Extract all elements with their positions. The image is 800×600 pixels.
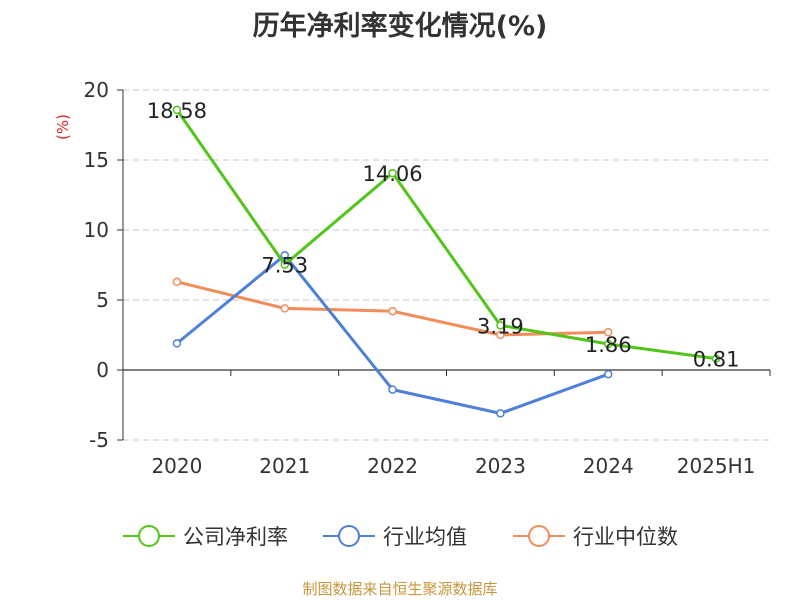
data-label: 18.58	[147, 99, 207, 123]
legend-item-2[interactable]: 行业中位数	[513, 525, 678, 549]
legend-marker	[528, 525, 550, 547]
x-tick-label: 2025H1	[677, 454, 756, 478]
data-point	[711, 354, 721, 363]
legend-marker	[138, 525, 160, 547]
legend-marker	[338, 525, 360, 547]
data-point	[388, 306, 397, 316]
series-layer	[172, 105, 721, 418]
legend-item-1[interactable]: 行业均值	[323, 525, 467, 549]
data-point	[280, 260, 289, 269]
x-tick-label: 2024	[583, 454, 634, 478]
data-point	[496, 330, 505, 340]
x-tick-label: 2020	[151, 454, 202, 478]
legend-label: 行业中位数	[573, 525, 678, 549]
x-tick-label: 2021	[259, 454, 310, 478]
y-tick-label: 15	[84, 148, 109, 172]
legend-label: 公司净利率	[183, 525, 288, 549]
data-point	[604, 339, 613, 349]
chart-title: 历年净利率变化情况(%)	[252, 11, 548, 42]
series-line-0	[175, 109, 717, 361]
data-point	[496, 409, 505, 418]
data-label: 7.53	[261, 254, 308, 278]
data-point	[496, 321, 505, 330]
data-label: 3.19	[477, 314, 524, 338]
y-tick-label: 10	[84, 218, 109, 242]
x-tick-label: 2022	[367, 454, 418, 478]
data-label: 1.86	[585, 333, 632, 357]
data-point	[172, 277, 182, 287]
data-point	[280, 304, 289, 313]
source-note: 制图数据来自恒生聚源数据库	[302, 580, 498, 598]
data-point	[604, 327, 613, 337]
data-label: 0.81	[693, 348, 740, 372]
gridlines	[123, 89, 770, 441]
y-axis-label: (%)	[54, 114, 72, 140]
data-point	[280, 250, 289, 260]
data-point	[604, 369, 613, 379]
data-labels: 18.58 7.53 14.06 3.19 1.86 0.81	[147, 99, 740, 372]
legend-item-0[interactable]: 公司净利率	[123, 525, 288, 549]
y-tick-label: 5	[96, 288, 109, 312]
legend-label: 行业均值	[383, 525, 467, 549]
data-label: 14.06	[363, 162, 423, 186]
x-tick-label: 2023	[475, 454, 526, 478]
data-point	[172, 105, 182, 115]
data-point	[388, 168, 397, 178]
data-point	[388, 385, 397, 394]
legend: 公司净利率 行业均值 行业中位数	[123, 525, 678, 549]
y-tick-label: 0	[96, 358, 109, 382]
data-point	[172, 339, 182, 348]
y-tick-label: -5	[89, 428, 109, 452]
y-tick-label: 20	[84, 78, 109, 102]
